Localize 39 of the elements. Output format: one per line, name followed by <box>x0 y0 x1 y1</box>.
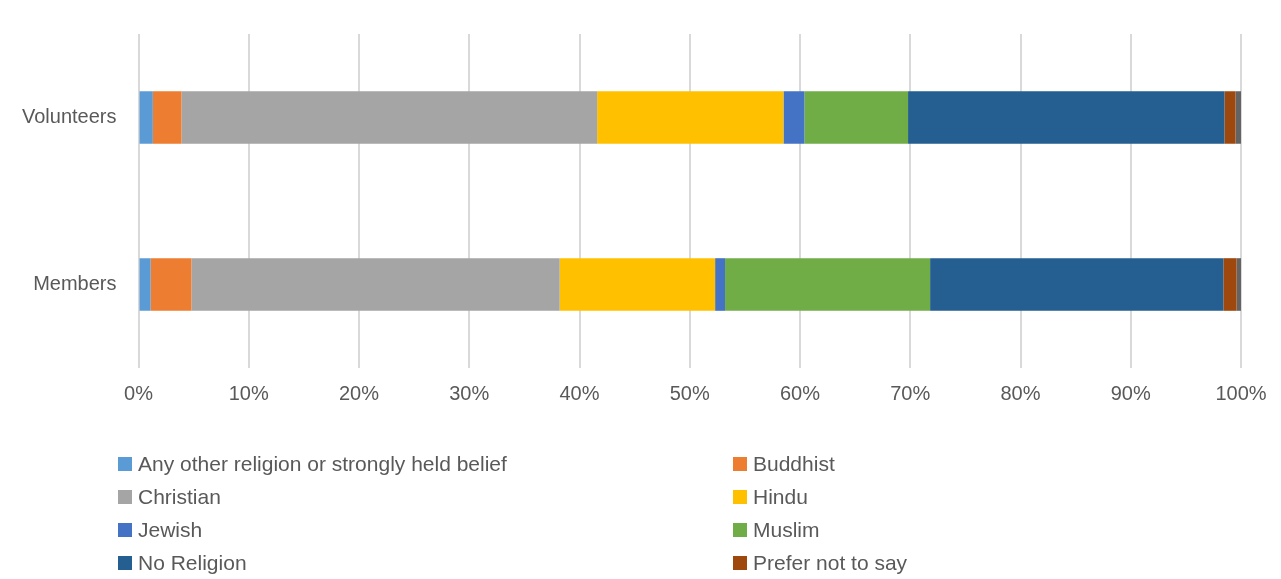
y-tick-label: Volunteers <box>22 105 117 128</box>
x-tick-label: 30% <box>449 381 490 404</box>
bar <box>191 258 560 311</box>
bar <box>1224 91 1236 144</box>
bar <box>152 91 182 144</box>
x-tick-label: 10% <box>228 381 269 404</box>
bar <box>139 91 153 144</box>
bar <box>783 91 805 144</box>
x-tick-label: 40% <box>559 381 600 404</box>
bar <box>559 258 716 311</box>
bar <box>725 258 931 311</box>
legend-label: Hindu <box>753 484 808 509</box>
bar <box>139 258 151 311</box>
legend-label: Prefer not to say <box>753 550 908 575</box>
legend-label: Buddhist <box>753 451 835 476</box>
bar <box>908 91 1225 144</box>
legend-label: Muslim <box>753 517 820 542</box>
bar <box>1223 258 1237 311</box>
x-tick-label: 80% <box>1000 381 1041 404</box>
legend-label: Jewish <box>138 517 203 542</box>
bar <box>804 91 909 144</box>
bar <box>597 91 784 144</box>
bar <box>1236 258 1241 311</box>
legend-label: Any other religion or strongly held belief <box>138 451 507 476</box>
x-tick-label: 20% <box>338 381 380 404</box>
bar <box>150 258 192 311</box>
legend-label: No Religion <box>138 550 247 575</box>
x-tick-label: 50% <box>669 381 710 404</box>
x-tick-label: 70% <box>890 381 931 404</box>
bar <box>181 91 598 144</box>
x-tick-label: 90% <box>1110 381 1151 404</box>
x-tick-label: 100% <box>1215 381 1267 404</box>
legend-label: Christian <box>138 484 221 509</box>
x-tick-label: 0% <box>124 381 154 404</box>
x-tick-label: 60% <box>779 381 821 404</box>
y-tick-label: Members <box>33 272 117 295</box>
bar <box>715 258 726 311</box>
bar <box>930 258 1224 311</box>
bar <box>1235 91 1241 144</box>
